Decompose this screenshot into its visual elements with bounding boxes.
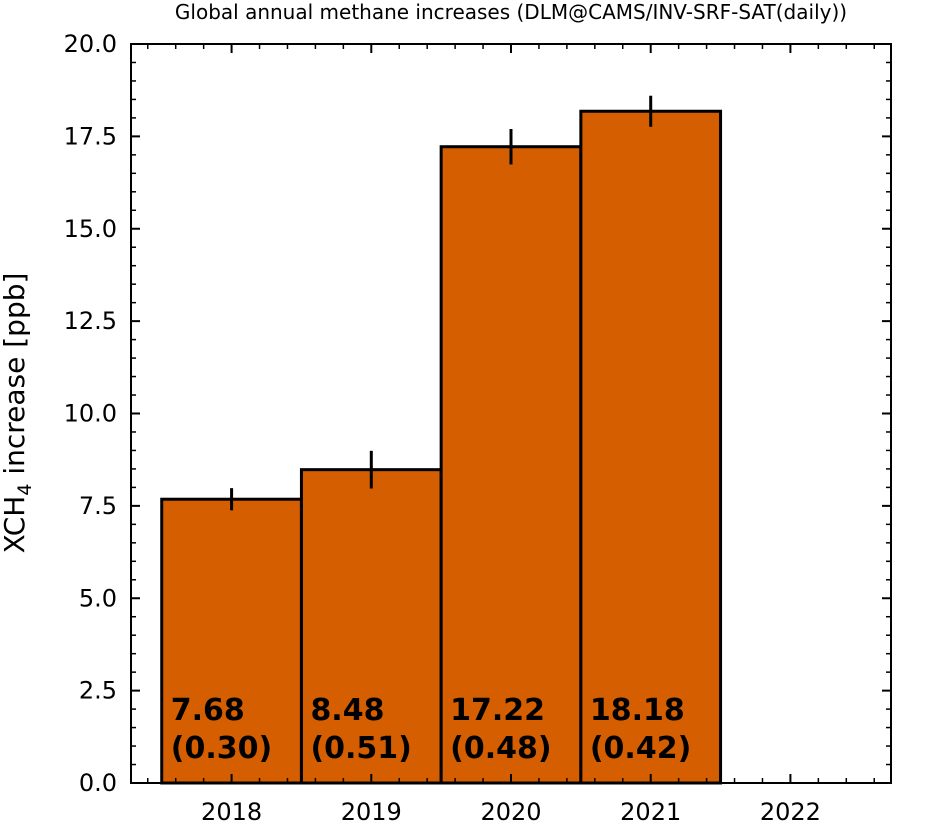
bar-error-label: (0.51) xyxy=(310,731,411,766)
y-tick-label: 12.5 xyxy=(64,307,117,335)
y-tick-label: 10.0 xyxy=(64,400,117,428)
bar-value-label: 17.22 xyxy=(450,693,545,728)
bar-error-label: (0.48) xyxy=(450,731,551,766)
error-bars-group xyxy=(230,95,653,511)
y-tick-label: 17.5 xyxy=(64,122,117,150)
bar xyxy=(439,145,583,785)
y-tick-label: 20.0 xyxy=(64,30,117,58)
x-tick-label: 2019 xyxy=(341,798,402,821)
bar xyxy=(579,109,723,785)
bar-value-label: 8.48 xyxy=(310,693,384,728)
y-tick-label: 5.0 xyxy=(79,584,117,612)
y-axis-label-rest: increase [ppb] xyxy=(0,273,31,484)
bar xyxy=(299,468,443,785)
bar-error-label: (0.30) xyxy=(171,731,272,766)
x-tick-label: 2018 xyxy=(201,798,262,821)
x-tick-label: 2022 xyxy=(760,798,821,821)
bar-value-label: 18.18 xyxy=(590,693,685,728)
bar-labels-group: 7.68(0.30) 8.48(0.51) 17.22(0.48) 18.18(0.4… xyxy=(171,693,692,766)
plot-frame xyxy=(130,43,892,784)
x-tick-label: 2021 xyxy=(620,798,681,821)
bar xyxy=(160,497,303,785)
y-axis-label: XCH4 increase [ppb] xyxy=(0,273,36,554)
y-tick-label: 15.0 xyxy=(64,215,117,243)
tick-labels-group: 0.0 2.5 5.0 7.5 10.0 12.5 15.0 17.5 20.0 2018 2019… xyxy=(64,30,821,821)
bar-value-label: 7.68 xyxy=(171,693,245,728)
bars-group xyxy=(160,109,723,785)
y-tick-label: 0.0 xyxy=(79,769,117,797)
y-axis-label-main: XCH xyxy=(0,496,31,554)
y-tick-label: 7.5 xyxy=(79,492,117,520)
bar-error-label: (0.42) xyxy=(590,731,691,766)
y-tick-label: 2.5 xyxy=(79,677,117,705)
x-tick-label: 2020 xyxy=(480,798,541,821)
y-axis-label-subscript: 4 xyxy=(14,484,36,496)
chart-title: Global annual methane increases (DLM@CAM… xyxy=(175,0,847,24)
